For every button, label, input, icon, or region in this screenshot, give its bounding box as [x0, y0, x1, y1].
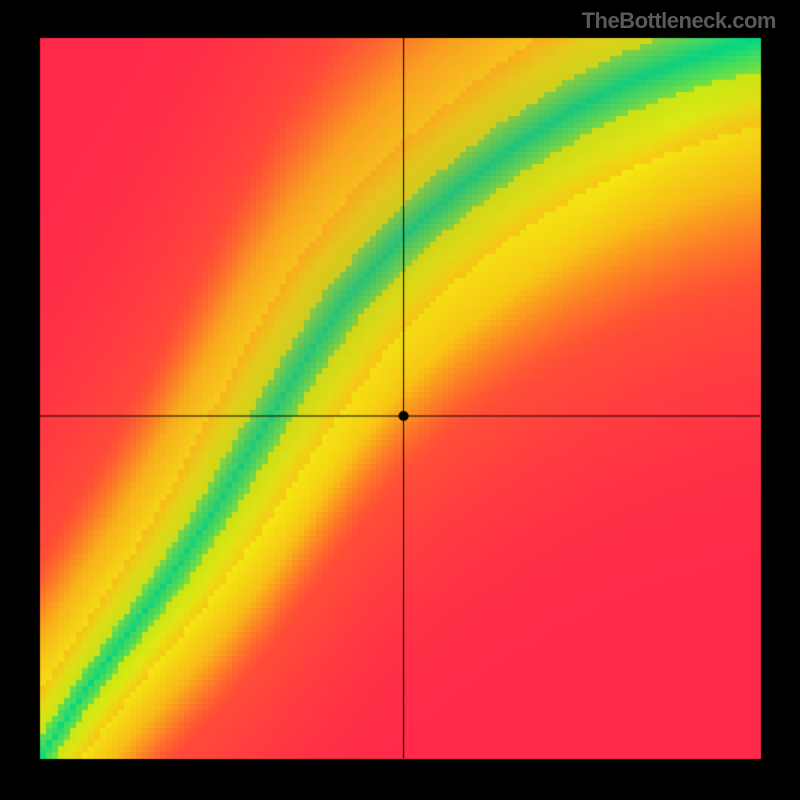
chart-container: TheBottleneck.com — [0, 0, 800, 800]
bottleneck-heatmap — [0, 0, 800, 800]
watermark-text: TheBottleneck.com — [582, 8, 776, 34]
